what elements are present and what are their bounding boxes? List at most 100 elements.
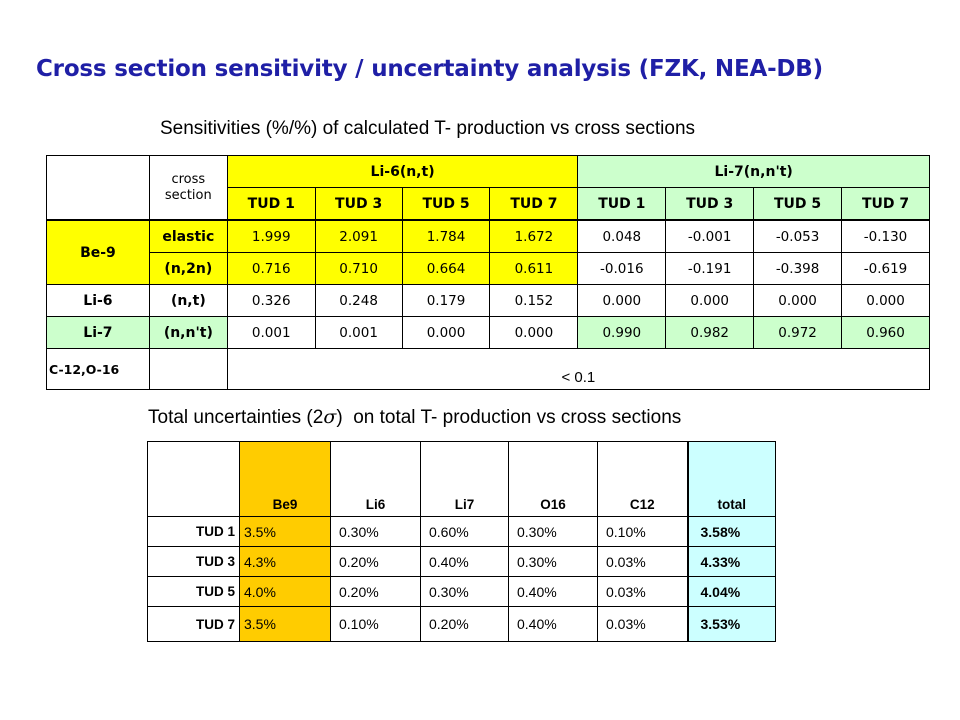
value-cell: 0.30% xyxy=(508,516,598,547)
value-cell: 0.000 xyxy=(665,284,755,317)
value-cell: -0.016 xyxy=(577,252,667,285)
value-cell: 0.960 xyxy=(841,316,930,349)
value-cell: 4.0% xyxy=(239,576,331,607)
table-row: Li-6 (n,t) 0.326 0.248 0.179 0.152 0.000… xyxy=(46,284,930,317)
value-cell: 0.000 xyxy=(841,284,930,317)
table-row: TUD 3 4.3% 0.20% 0.40% 0.30% 0.03% 4.33% xyxy=(147,546,776,577)
cross-section-header: cross section xyxy=(148,155,228,221)
row-label: TUD 3 xyxy=(147,546,240,577)
value-cell: 0.000 xyxy=(401,316,491,349)
corner-cell xyxy=(147,441,240,517)
value-cell: 0.03% xyxy=(597,606,688,642)
total-cell: 4.04% xyxy=(686,576,776,607)
column-header: TUD 3 xyxy=(665,187,755,221)
value-cell: 0.001 xyxy=(314,316,403,349)
column-header: TUD 1 xyxy=(577,187,667,221)
value-cell: 0.048 xyxy=(577,219,667,253)
value-cell: 0.40% xyxy=(508,576,598,607)
uncertainty-table: Be9 Li6 Li7 O16 C12 total TUD 1 3.5% 0.3… xyxy=(147,441,776,642)
value-cell: 0.990 xyxy=(577,316,667,349)
value-cell: 0.326 xyxy=(226,284,316,317)
value-cell: 0.20% xyxy=(330,576,421,607)
total-cell: 3.53% xyxy=(686,606,776,642)
table-row: Li-7 (n,n't) 0.001 0.001 0.000 0.000 0.9… xyxy=(46,316,930,349)
value-cell: 0.40% xyxy=(508,606,598,642)
nuclide-label: Be-9 xyxy=(46,219,150,285)
value-cell: 0.716 xyxy=(226,252,316,285)
reaction-label xyxy=(148,348,228,390)
value-cell: 3.5% xyxy=(239,606,331,642)
header-row: Be9 Li6 Li7 O16 C12 total xyxy=(147,441,776,517)
value-cell: 0.30% xyxy=(420,576,509,607)
group-header-li7: Li-7(n,n't) xyxy=(577,155,930,188)
sensitivity-table: cross section Li-6(n,t) Li-7(n,n't) TUD … xyxy=(46,155,931,390)
value-cell: -0.130 xyxy=(841,219,930,253)
table-row: TUD 7 3.5% 0.10% 0.20% 0.40% 0.03% 3.53% xyxy=(147,606,776,642)
reaction-label: elastic xyxy=(148,219,228,253)
reaction-label: (n,n't) xyxy=(148,316,228,349)
value-cell: 0.000 xyxy=(489,316,579,349)
column-header: TUD 1 xyxy=(226,187,316,221)
value-cell: 0.000 xyxy=(577,284,667,317)
value-cell: 0.40% xyxy=(420,546,509,577)
total-cell: 3.58% xyxy=(686,516,776,547)
value-cell: -0.191 xyxy=(665,252,755,285)
table-row: Be-9 elastic 1.999 2.091 1.784 1.672 0.0… xyxy=(46,219,930,285)
value-cell: 0.10% xyxy=(330,606,421,642)
value-cell: 0.30% xyxy=(330,516,421,547)
value-cell: 0.611 xyxy=(489,252,579,285)
column-header: total xyxy=(686,441,776,517)
column-header: C12 xyxy=(597,441,688,517)
row-label: TUD 1 xyxy=(147,516,240,547)
reaction-label: (n,2n) xyxy=(148,252,228,285)
column-header: TUD 7 xyxy=(841,187,930,221)
value-cell: 0.179 xyxy=(401,284,491,317)
nuclide-label: Li-7 xyxy=(46,316,150,349)
uncertainty-subtitle: Total uncertainties (2σ) on total T- pro… xyxy=(148,406,681,429)
value-cell: -0.053 xyxy=(753,219,843,253)
column-header: TUD 7 xyxy=(489,187,579,221)
table-row: (n,2n) 0.716 0.710 0.664 0.611 -0.016 -0… xyxy=(47,252,930,285)
value-cell: 0.982 xyxy=(665,316,755,349)
column-header: TUD 5 xyxy=(401,187,491,221)
table-row: C-12,O-16 < 0.1 xyxy=(46,348,931,390)
uncertainty-subtitle-suffix: ) on total T- production vs cross sectio… xyxy=(336,407,682,428)
column-header: Be9 xyxy=(239,441,331,517)
sensitivity-subtitle: Sensitivities (%/%) of calculated T- pro… xyxy=(160,118,696,139)
table-row: TUD 5 4.0% 0.20% 0.30% 0.40% 0.03% 4.04% xyxy=(147,576,776,607)
value-cell: 0.20% xyxy=(330,546,421,577)
value-cell: 0.60% xyxy=(420,516,509,547)
value-cell: -0.619 xyxy=(841,252,930,285)
value-cell: 0.001 xyxy=(226,316,316,349)
column-header: Li7 xyxy=(420,441,509,517)
column-header: O16 xyxy=(508,441,598,517)
value-cell: 1.672 xyxy=(489,219,579,253)
value-cell: 1.784 xyxy=(401,219,491,253)
value-cell: -0.001 xyxy=(665,219,755,253)
summary-value-cell: < 0.1 xyxy=(226,348,931,390)
column-header: TUD 3 xyxy=(314,187,403,221)
value-cell: 0.972 xyxy=(753,316,843,349)
sigma-symbol: σ xyxy=(323,406,337,428)
corner-cell xyxy=(46,155,150,221)
value-cell: 0.664 xyxy=(401,252,491,285)
value-cell: 2.091 xyxy=(314,219,403,253)
value-cell: -0.398 xyxy=(753,252,843,285)
row-label: TUD 5 xyxy=(147,576,240,607)
total-cell: 4.33% xyxy=(686,546,776,577)
value-cell: 0.30% xyxy=(508,546,598,577)
column-header: Li6 xyxy=(330,441,421,517)
group-header-li6: Li-6(n,t) xyxy=(226,155,579,188)
value-cell: 3.5% xyxy=(239,516,331,547)
value-cell: 0.20% xyxy=(420,606,509,642)
table-row: TUD 1 3.5% 0.30% 0.60% 0.30% 0.10% 3.58% xyxy=(147,516,776,547)
cross-section-header-line2: section xyxy=(164,187,212,203)
value-cell: 0.03% xyxy=(597,576,688,607)
reaction-label: (n,t) xyxy=(148,284,228,317)
nuclide-label: C-12,O-16 xyxy=(46,348,150,390)
value-cell: 0.248 xyxy=(314,284,403,317)
column-header: TUD 5 xyxy=(753,187,843,221)
cross-section-header-line1: cross xyxy=(171,171,206,187)
uncertainty-subtitle-prefix: Total uncertainties (2 xyxy=(148,407,324,428)
value-cell: 4.3% xyxy=(239,546,331,577)
